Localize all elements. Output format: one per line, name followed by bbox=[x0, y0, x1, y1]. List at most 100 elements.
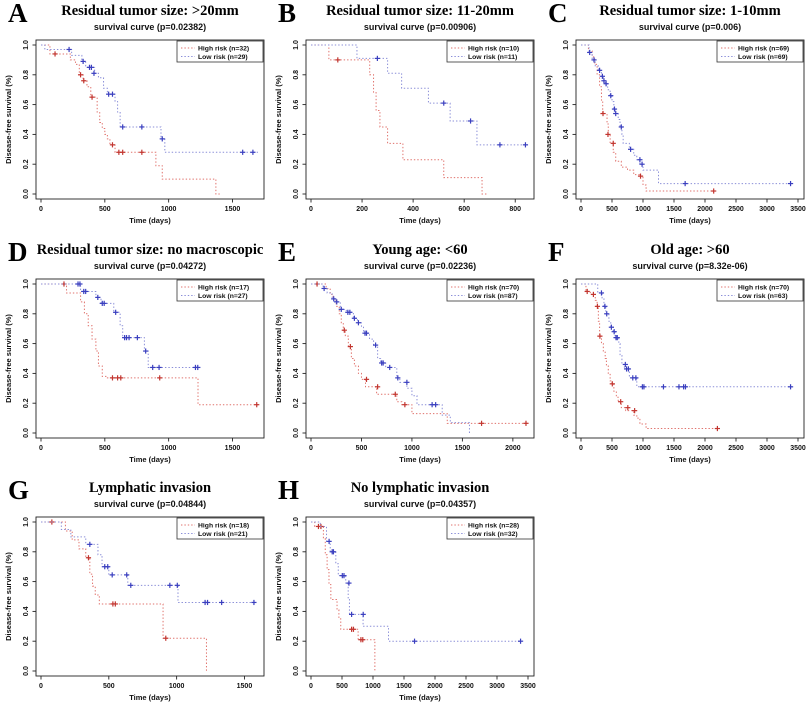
svg-text:0.2: 0.2 bbox=[563, 398, 570, 408]
svg-text:High risk (n=18): High risk (n=18) bbox=[198, 523, 249, 530]
panel-a: A Residual tumor size: >20mm survival cu… bbox=[0, 0, 270, 239]
svg-text:High risk (n=17): High risk (n=17) bbox=[198, 285, 249, 292]
svg-text:1000: 1000 bbox=[161, 445, 177, 452]
svg-text:0.0: 0.0 bbox=[23, 428, 30, 438]
svg-text:0.6: 0.6 bbox=[23, 577, 30, 587]
panel-title: Old age: >60 bbox=[650, 242, 730, 258]
svg-text:1.0: 1.0 bbox=[23, 279, 30, 289]
svg-text:0.6: 0.6 bbox=[563, 339, 570, 349]
svg-text:0.6: 0.6 bbox=[23, 100, 30, 110]
panel-letter: G bbox=[8, 477, 30, 505]
svg-text:0.6: 0.6 bbox=[293, 339, 300, 349]
svg-text:1.0: 1.0 bbox=[23, 40, 30, 50]
svg-text:1000: 1000 bbox=[404, 445, 420, 452]
panel-letter: C bbox=[548, 0, 568, 28]
svg-text:0.2: 0.2 bbox=[23, 398, 30, 408]
svg-text:0.8: 0.8 bbox=[563, 309, 570, 319]
svg-text:High risk (n=28): High risk (n=28) bbox=[468, 523, 519, 530]
svg-text:Low risk (n=87): Low risk (n=87) bbox=[468, 293, 518, 300]
svg-text:0.0: 0.0 bbox=[293, 428, 300, 438]
panel-f: F Old age: >60 survival curve (p=8.32e-0… bbox=[540, 239, 810, 477]
svg-text:Disease-free survival (%): Disease-free survival (%) bbox=[544, 314, 553, 403]
svg-text:1500: 1500 bbox=[225, 206, 241, 213]
svg-text:2500: 2500 bbox=[728, 445, 744, 452]
svg-text:Time (days): Time (days) bbox=[399, 216, 441, 225]
svg-text:0: 0 bbox=[309, 206, 313, 213]
panel-subtitle: survival curve (p=0.04272) bbox=[93, 261, 207, 271]
svg-text:500: 500 bbox=[606, 206, 618, 213]
svg-text:0.6: 0.6 bbox=[563, 100, 570, 110]
svg-text:Disease-free survival (%): Disease-free survival (%) bbox=[274, 75, 283, 164]
svg-text:0.0: 0.0 bbox=[563, 189, 570, 199]
svg-text:Time (days): Time (days) bbox=[669, 455, 711, 464]
svg-text:0.6: 0.6 bbox=[23, 339, 30, 349]
panel-subtitle: survival curve (p=0.02236) bbox=[363, 261, 477, 271]
svg-text:1000: 1000 bbox=[169, 683, 185, 690]
svg-text:0.2: 0.2 bbox=[293, 398, 300, 408]
svg-text:0.4: 0.4 bbox=[23, 606, 30, 616]
panel-title: Lymphatic invasion bbox=[88, 480, 212, 496]
svg-text:1500: 1500 bbox=[237, 683, 253, 690]
svg-text:0: 0 bbox=[309, 445, 313, 452]
panel-subtitle: survival curve (p=0.04844) bbox=[93, 499, 207, 509]
panel-letter: D bbox=[8, 239, 28, 267]
svg-text:0.4: 0.4 bbox=[563, 368, 570, 378]
svg-text:High risk (n=69): High risk (n=69) bbox=[738, 46, 789, 53]
panel-subtitle: survival curve (p=0.006) bbox=[638, 22, 742, 32]
svg-text:0.0: 0.0 bbox=[293, 189, 300, 199]
svg-text:500: 500 bbox=[356, 445, 368, 452]
svg-text:0: 0 bbox=[309, 683, 313, 690]
svg-text:0.8: 0.8 bbox=[293, 70, 300, 80]
svg-text:2500: 2500 bbox=[728, 206, 744, 213]
svg-text:0: 0 bbox=[39, 206, 43, 213]
svg-text:0.4: 0.4 bbox=[23, 368, 30, 378]
svg-text:0.4: 0.4 bbox=[23, 129, 30, 139]
svg-text:0: 0 bbox=[39, 683, 43, 690]
svg-text:3500: 3500 bbox=[520, 683, 536, 690]
svg-text:High risk (n=32): High risk (n=32) bbox=[198, 46, 249, 53]
panel-subtitle: survival curve (p=0.00906) bbox=[363, 22, 477, 32]
svg-text:0.6: 0.6 bbox=[293, 577, 300, 587]
svg-text:0.8: 0.8 bbox=[23, 70, 30, 80]
svg-text:0.4: 0.4 bbox=[563, 129, 570, 139]
svg-text:500: 500 bbox=[99, 206, 111, 213]
svg-text:1500: 1500 bbox=[666, 445, 682, 452]
svg-text:2500: 2500 bbox=[458, 683, 474, 690]
svg-text:Disease-free survival (%): Disease-free survival (%) bbox=[4, 314, 13, 403]
svg-text:2000: 2000 bbox=[505, 445, 521, 452]
svg-text:2000: 2000 bbox=[697, 206, 713, 213]
svg-text:Low risk (n=29): Low risk (n=29) bbox=[198, 54, 248, 61]
svg-text:500: 500 bbox=[336, 683, 348, 690]
svg-text:0.2: 0.2 bbox=[23, 636, 30, 646]
svg-text:1000: 1000 bbox=[635, 206, 651, 213]
panel-letter: A bbox=[8, 0, 28, 28]
panel-e: E Young age: <60 survival curve (p=0.022… bbox=[270, 239, 540, 477]
panel-d: D Residual tumor size: no macroscopic su… bbox=[0, 239, 270, 477]
svg-text:3500: 3500 bbox=[790, 445, 806, 452]
panel-subtitle: survival curve (p=8.32e-06) bbox=[632, 261, 748, 271]
svg-text:0.2: 0.2 bbox=[23, 159, 30, 169]
svg-text:0.4: 0.4 bbox=[293, 368, 300, 378]
panel-title: Residual tumor size: >20mm bbox=[61, 3, 239, 19]
svg-text:Disease-free survival (%): Disease-free survival (%) bbox=[274, 552, 283, 641]
svg-text:0.2: 0.2 bbox=[293, 159, 300, 169]
svg-text:Low risk (n=21): Low risk (n=21) bbox=[198, 531, 248, 538]
panel-letter: H bbox=[278, 477, 300, 505]
panel-g: G Lymphatic invasion survival curve (p=0… bbox=[0, 477, 270, 718]
svg-text:3500: 3500 bbox=[790, 206, 806, 213]
svg-text:1.0: 1.0 bbox=[563, 40, 570, 50]
survival-plot: 0 500 1000 1500 2000 2500 3000 3500 0.0 0.2 0.4 0.6… bbox=[544, 39, 806, 225]
svg-text:1500: 1500 bbox=[396, 683, 412, 690]
survival-plot: 0 500 1000 1500 2000 2500 3000 3500 0.0 0.2 0.4 0.6… bbox=[274, 516, 536, 702]
svg-text:600: 600 bbox=[458, 206, 470, 213]
svg-text:1000: 1000 bbox=[161, 206, 177, 213]
panel-b: B Residual tumor size: 11-20mm survival … bbox=[270, 0, 540, 239]
svg-text:Time (days): Time (days) bbox=[399, 693, 441, 702]
svg-text:0.2: 0.2 bbox=[563, 159, 570, 169]
panel-letter: B bbox=[278, 0, 297, 28]
svg-text:1000: 1000 bbox=[365, 683, 381, 690]
survival-plot: 0 500 1000 1500 0.0 0.2 0.4 0.6 0.8 1.0 Time (days… bbox=[4, 516, 265, 702]
survival-plot: 0 200 400 600 800 0.0 0.2 0.4 0.6 0.8 1.0 Time (day… bbox=[274, 39, 535, 225]
svg-text:2000: 2000 bbox=[697, 445, 713, 452]
